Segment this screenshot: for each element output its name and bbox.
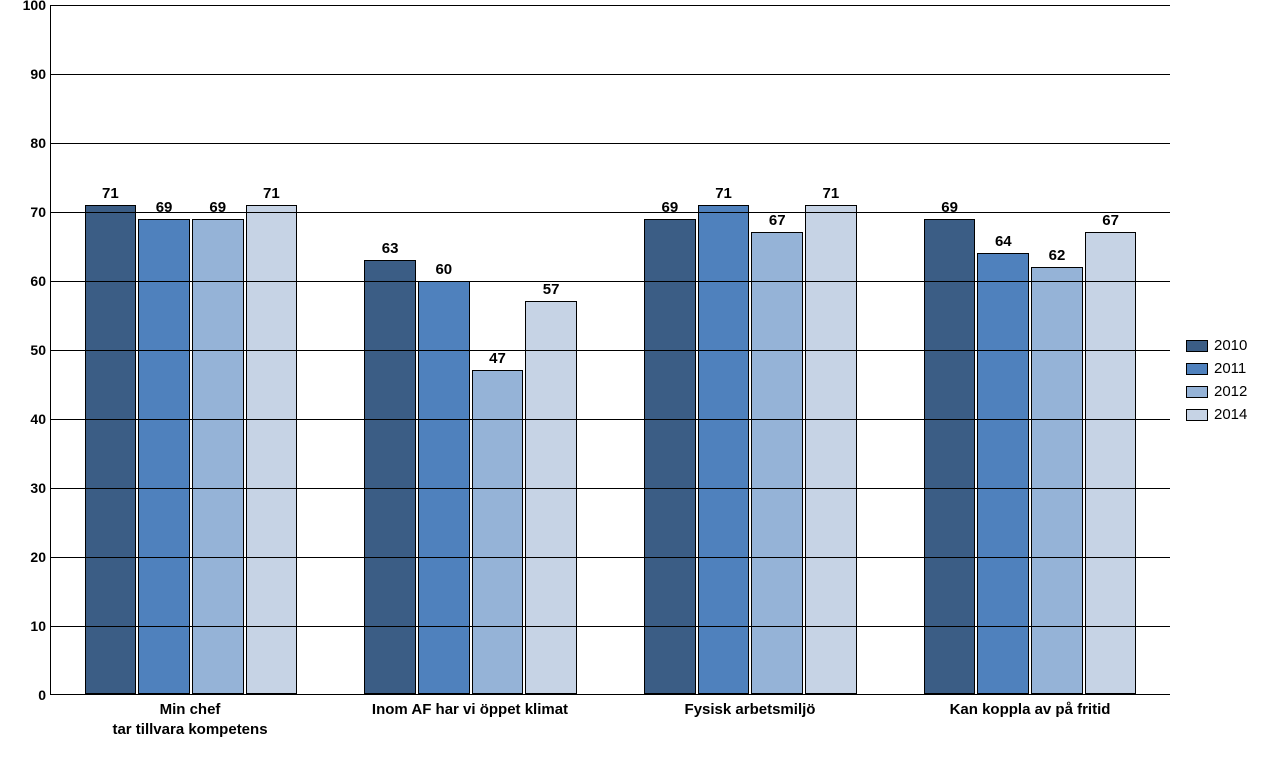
legend-item: 2010 bbox=[1186, 337, 1247, 354]
gridline bbox=[51, 419, 1170, 420]
bar: 64 bbox=[977, 253, 1029, 694]
bar-value-label: 71 bbox=[715, 185, 732, 202]
legend-label: 2010 bbox=[1214, 337, 1247, 354]
y-tick-label: 60 bbox=[6, 273, 46, 289]
gridline bbox=[51, 626, 1170, 627]
y-tick-label: 30 bbox=[6, 480, 46, 496]
bar-value-label: 71 bbox=[823, 185, 840, 202]
bar: 63 bbox=[364, 260, 416, 694]
bar-value-label: 47 bbox=[489, 350, 506, 367]
legend-swatch bbox=[1186, 340, 1208, 352]
y-tick-label: 0 bbox=[6, 687, 46, 703]
bar-value-label: 69 bbox=[209, 199, 226, 216]
gridline bbox=[51, 281, 1170, 282]
bar-value-label: 71 bbox=[102, 185, 119, 202]
x-axis-labels: Min cheftar tillvara kompetensInom AF ha… bbox=[50, 700, 1170, 739]
plot-column: 71696971636047576971677169646267 0102030… bbox=[10, 0, 1180, 760]
bar-value-label: 60 bbox=[435, 261, 452, 278]
y-tick-label: 50 bbox=[6, 342, 46, 358]
bar: 69 bbox=[138, 219, 190, 694]
legend-swatch bbox=[1186, 363, 1208, 375]
bar-value-label: 67 bbox=[769, 212, 786, 229]
bar: 57 bbox=[525, 301, 577, 694]
bar-value-label: 71 bbox=[263, 185, 280, 202]
x-tick-label: Min cheftar tillvara kompetens bbox=[50, 700, 330, 739]
bar-value-label: 69 bbox=[941, 199, 958, 216]
bar-value-label: 69 bbox=[662, 199, 679, 216]
legend-swatch bbox=[1186, 409, 1208, 421]
bar: 71 bbox=[85, 205, 137, 694]
gridline bbox=[51, 350, 1170, 351]
legend-item: 2014 bbox=[1186, 406, 1247, 423]
bar-value-label: 57 bbox=[543, 281, 560, 298]
legend-column: 2010 2011 2012 2014 bbox=[1180, 0, 1270, 760]
gridline bbox=[51, 557, 1170, 558]
gridline bbox=[51, 143, 1170, 144]
bar: 67 bbox=[751, 232, 803, 694]
y-tick-label: 20 bbox=[6, 549, 46, 565]
gridline bbox=[51, 212, 1170, 213]
x-tick-label: Fysisk arbetsmiljö bbox=[610, 700, 890, 739]
legend-item: 2011 bbox=[1186, 360, 1247, 377]
y-tick-label: 40 bbox=[6, 411, 46, 427]
bar-value-label: 63 bbox=[382, 240, 399, 257]
legend-item: 2012 bbox=[1186, 383, 1247, 400]
bar-value-label: 62 bbox=[1049, 247, 1066, 264]
bar: 67 bbox=[1085, 232, 1137, 694]
bar: 71 bbox=[246, 205, 298, 694]
legend-label: 2011 bbox=[1214, 360, 1246, 377]
legend-swatch bbox=[1186, 386, 1208, 398]
legend-label: 2014 bbox=[1214, 406, 1247, 423]
gridline bbox=[51, 74, 1170, 75]
bar: 71 bbox=[698, 205, 750, 694]
gridline bbox=[51, 5, 1170, 6]
bar: 71 bbox=[805, 205, 857, 694]
bar-value-label: 64 bbox=[995, 233, 1012, 250]
bar-value-label: 69 bbox=[156, 199, 173, 216]
y-tick-label: 10 bbox=[6, 618, 46, 634]
y-tick-label: 100 bbox=[6, 0, 46, 13]
bar: 69 bbox=[192, 219, 244, 694]
x-tick-label: Inom AF har vi öppet klimat bbox=[330, 700, 610, 739]
plot-area: 71696971636047576971677169646267 bbox=[50, 5, 1170, 695]
x-tick-label: Kan koppla av på fritid bbox=[890, 700, 1170, 739]
bar: 69 bbox=[924, 219, 976, 694]
bar: 62 bbox=[1031, 267, 1083, 694]
legend: 2010 2011 2012 2014 bbox=[1186, 337, 1247, 423]
bar-chart: 71696971636047576971677169646267 0102030… bbox=[10, 0, 1270, 760]
legend-label: 2012 bbox=[1214, 383, 1247, 400]
y-tick-label: 90 bbox=[6, 66, 46, 82]
gridline bbox=[51, 488, 1170, 489]
bar: 69 bbox=[644, 219, 696, 694]
y-tick-label: 80 bbox=[6, 135, 46, 151]
y-tick-label: 70 bbox=[6, 204, 46, 220]
bar-value-label: 67 bbox=[1102, 212, 1119, 229]
